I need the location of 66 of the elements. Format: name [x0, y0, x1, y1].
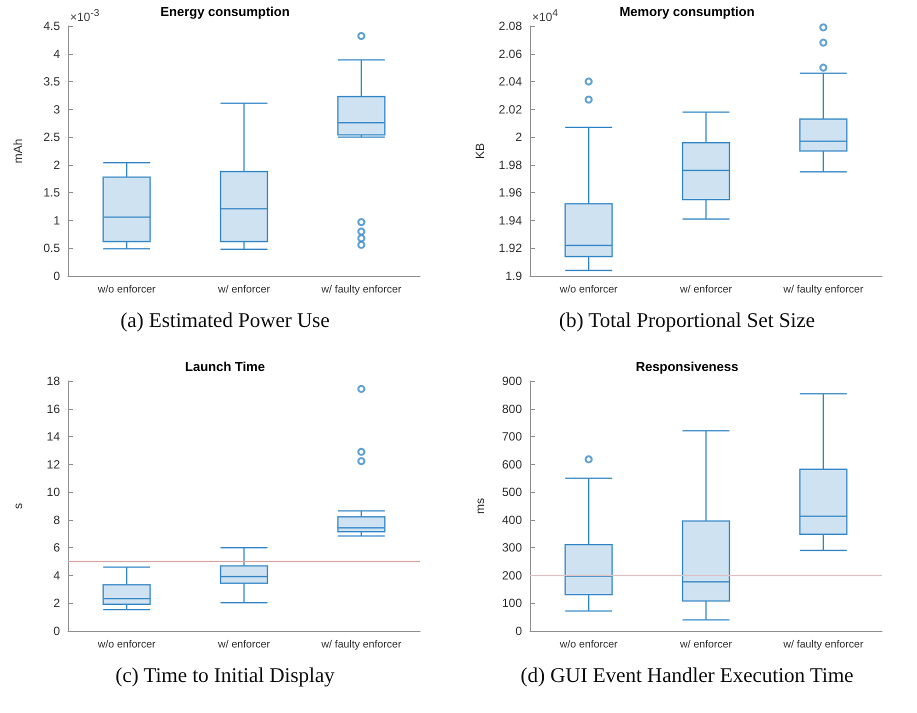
y-tick-label: 2	[53, 158, 60, 172]
y-tick-label: 10	[46, 485, 60, 500]
x-tick-label: w/o enforcer	[96, 638, 156, 650]
y-tick-label: 2.06	[498, 46, 522, 61]
y-tick-label: 1.98	[498, 158, 522, 172]
y-tick-label: 100	[502, 596, 522, 610]
x-tick-label: w/ enforcer	[679, 638, 732, 650]
x-tick-label: w/ faulty enforcer	[320, 638, 402, 650]
text: (c) Time to Initial Display	[114, 663, 336, 688]
y-tick-label: 12	[46, 457, 60, 472]
y-tick-label: 1	[53, 213, 60, 228]
y-axis-title: mAh	[11, 138, 25, 164]
y-tick-label: 1.94	[498, 213, 522, 228]
y-tick-label: 700	[502, 430, 522, 444]
text: (d) GUI Event Handler Execution Time	[519, 663, 855, 688]
text: ×10$^{4}$	[532, 8, 558, 24]
y-tick-label: 4.5	[43, 19, 60, 33]
x-tick-label: w/ faulty enforcer	[782, 638, 864, 650]
y-tick-label: 0	[53, 269, 60, 283]
text: ×10$^{-3}$	[70, 8, 100, 24]
y-tick-label: 2.5	[43, 130, 60, 144]
y-tick-label: 900	[502, 374, 522, 388]
y-axis-title: ms	[473, 498, 487, 514]
y-tick-label: 300	[502, 540, 522, 555]
y-tick-label: 0	[515, 624, 522, 638]
y-tick-label: 400	[502, 512, 522, 527]
y-tick-label: 4	[53, 46, 60, 61]
y-tick-label: 800	[502, 402, 522, 416]
y-tick-label: 2.08	[498, 19, 522, 33]
y-tick-label: 0	[53, 624, 60, 638]
y-axis-title: KB	[473, 142, 487, 160]
y-tick-label: 0.5	[43, 241, 60, 256]
x-tick-label: w/ enforcer	[679, 284, 732, 296]
chart-title: Energy consumption	[160, 4, 290, 19]
y-tick-label: 18	[46, 374, 60, 388]
x-tick-label: w/ faulty enforcer	[320, 284, 402, 296]
y-tick-label: 4	[53, 568, 60, 582]
text: (b) Total Proportional Set Size	[558, 308, 816, 333]
x-tick-label: w/ enforcer	[217, 284, 270, 296]
y-tick-label: 3	[53, 102, 60, 116]
x-tick-label: w/ faulty enforcer	[782, 284, 864, 296]
y-tick-label: 600	[502, 457, 522, 472]
y-tick-label: 1.92	[498, 241, 522, 256]
y-tick-label: 2.02	[498, 102, 522, 116]
x-tick-label: w/o enforcer	[96, 284, 156, 296]
y-tick-label: 2	[515, 130, 522, 144]
chart-title: Memory consumption	[619, 4, 755, 19]
x-tick-label: w/ enforcer	[217, 638, 270, 650]
y-tick-label: 2.04	[498, 74, 522, 89]
y-axis-title: s	[11, 503, 25, 509]
chart-title: Responsiveness	[636, 359, 738, 374]
y-tick-label: 1.5	[43, 186, 60, 200]
y-tick-label: 1.9	[505, 269, 522, 283]
y-tick-label: 6	[53, 540, 60, 555]
text: (a) Estimated Power Use	[119, 308, 331, 333]
y-tick-label: 500	[502, 485, 522, 500]
y-tick-label: 200	[502, 568, 522, 582]
y-tick-label: 1.96	[498, 186, 522, 200]
y-tick-label: 8	[53, 512, 60, 527]
x-tick-label: w/o enforcer	[558, 638, 618, 650]
x-tick-label: w/o enforcer	[558, 284, 618, 296]
y-tick-label: 3.5	[43, 74, 60, 89]
y-tick-label: 14	[46, 430, 60, 444]
y-tick-label: 16	[46, 402, 60, 416]
y-tick-label: 2	[53, 596, 60, 610]
chart-title: Launch Time	[185, 359, 265, 374]
